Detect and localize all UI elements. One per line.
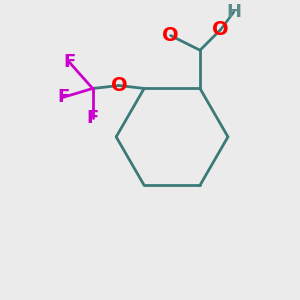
Text: H: H (226, 3, 241, 21)
Text: O: O (212, 20, 229, 39)
Text: O: O (111, 76, 128, 95)
Text: O: O (162, 26, 179, 45)
Text: F: F (63, 53, 75, 71)
Text: F: F (57, 88, 69, 106)
Text: F: F (86, 109, 99, 127)
